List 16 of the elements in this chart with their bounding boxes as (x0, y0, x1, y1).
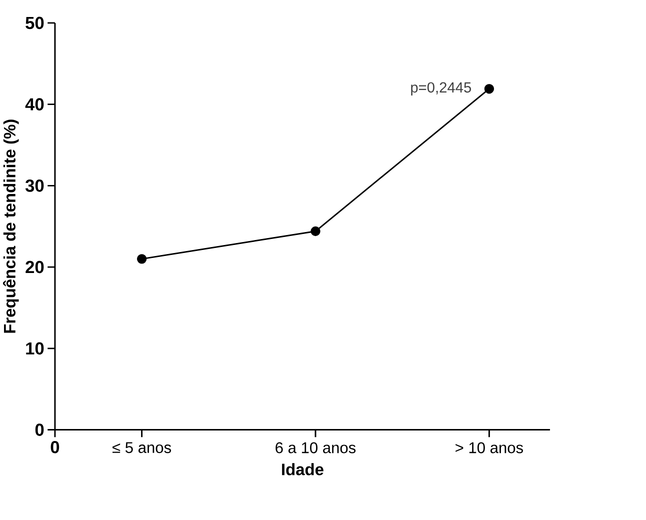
text: 0 (50, 441, 60, 454)
y-tick-label: 30 (25, 180, 44, 192)
y-tick-label: 50 (26, 16, 44, 30)
x-tick-label: ≤ 5 anos (112, 442, 172, 454)
x-tick-label: 6 a 10 anos (276, 442, 356, 454)
point (484, 84, 494, 94)
y-tick-label: 10 (26, 342, 44, 355)
point (136, 254, 147, 264)
y-tick-label: 20 (26, 260, 44, 274)
y-axis-title: Frequência de tendinite (%) (3, 120, 19, 333)
point (310, 226, 320, 236)
x-tick-label: > 10 anos (456, 442, 523, 454)
x-axis-title: Idade (282, 463, 324, 476)
y-tick-label: 0 (35, 424, 44, 436)
annotation: p=0,2445 (411, 82, 472, 96)
y-tick-label: 40 (25, 98, 44, 111)
